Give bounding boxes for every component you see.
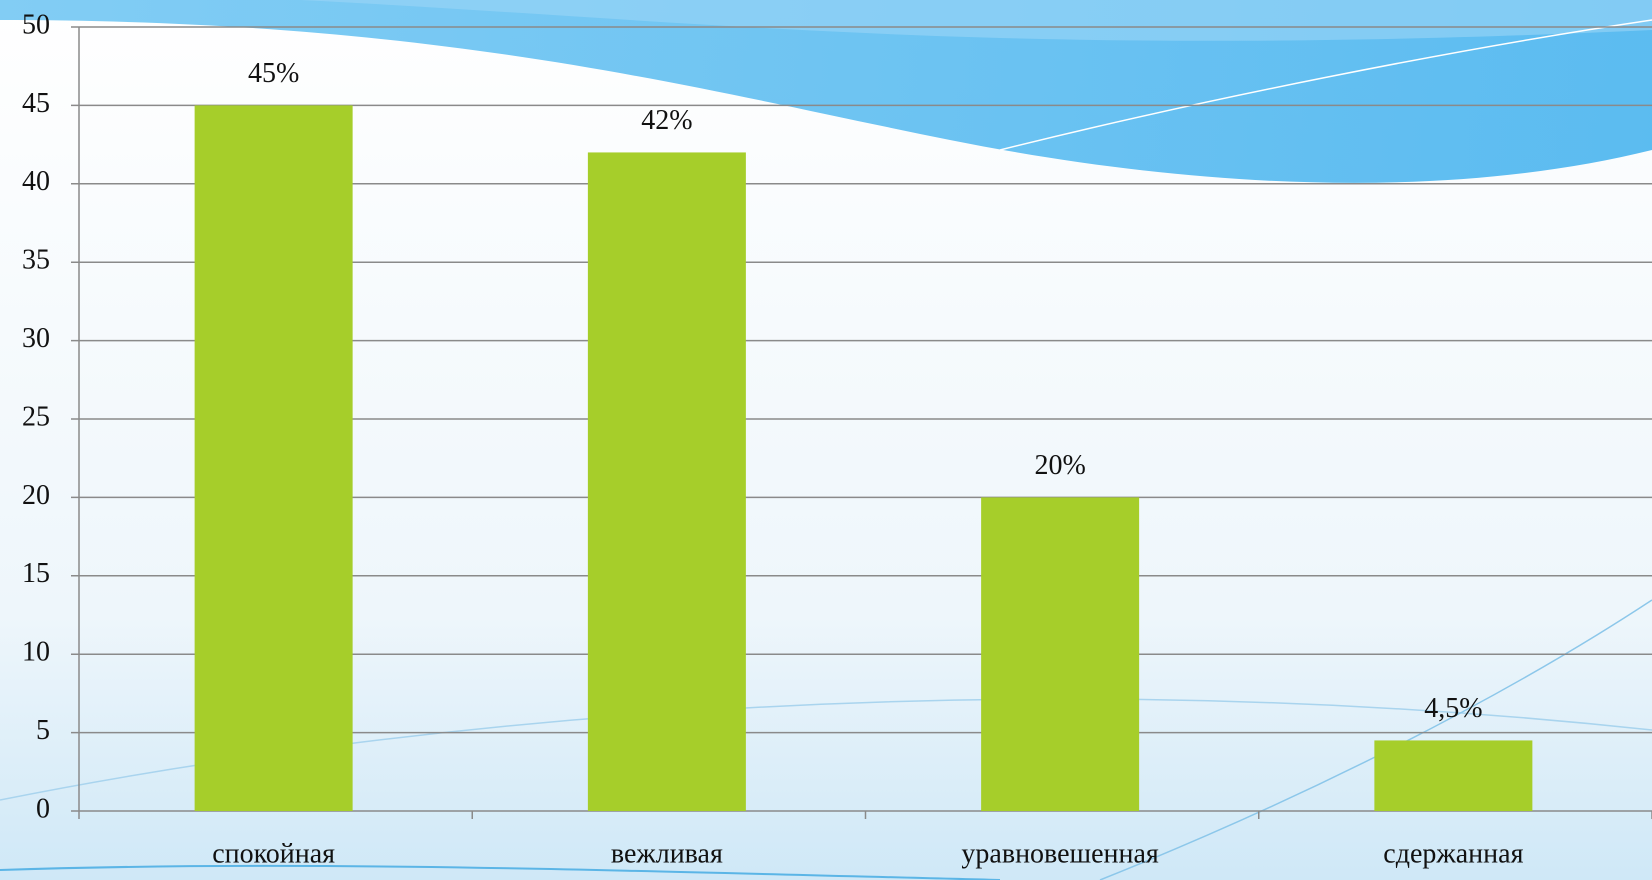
bar — [981, 497, 1140, 811]
data-label: 4,5% — [1424, 693, 1482, 724]
wave — [0, 0, 1652, 183]
y-tick-label: 20 — [22, 480, 50, 511]
bar — [194, 105, 353, 811]
y-tick-label: 50 — [22, 9, 50, 40]
y-tick-label: 5 — [36, 715, 50, 746]
bar — [1374, 740, 1533, 811]
x-tick-label: уравновешенная — [961, 838, 1159, 869]
wave — [300, 0, 1652, 41]
x-tick-label: вежливая — [611, 838, 723, 869]
wave-line — [0, 864, 1001, 880]
y-tick-label: 10 — [22, 637, 50, 668]
data-label: 20% — [1034, 450, 1085, 481]
y-tick-label: 0 — [36, 793, 50, 824]
data-label: 42% — [641, 105, 692, 136]
y-tick-label: 35 — [22, 245, 50, 276]
y-tick-label: 25 — [22, 401, 50, 432]
y-tick-label: 15 — [22, 558, 50, 589]
y-tick-label: 30 — [22, 323, 50, 354]
bar — [587, 152, 746, 811]
y-tick-label: 45 — [22, 88, 50, 119]
wave-line — [999, 19, 1652, 151]
y-tick-label: 40 — [22, 166, 50, 197]
x-tick-label: спокойная — [212, 838, 335, 869]
data-label: 45% — [248, 58, 299, 89]
x-tick-label: сдержанная — [1383, 838, 1523, 869]
